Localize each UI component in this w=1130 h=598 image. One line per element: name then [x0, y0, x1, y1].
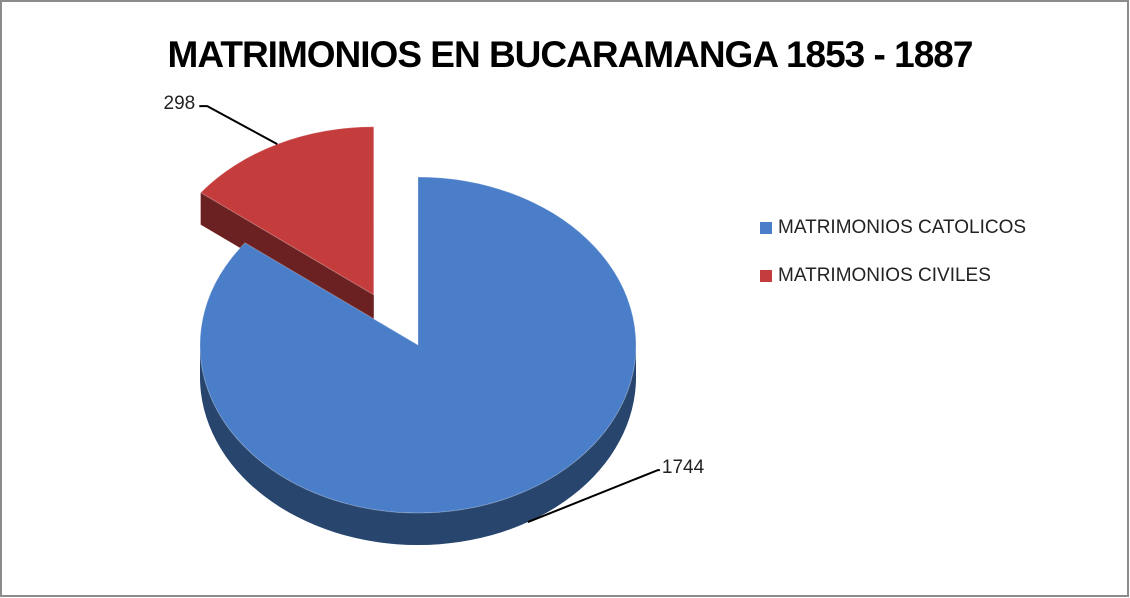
- data-label: 298: [164, 93, 196, 114]
- slice: [199, 126, 375, 296]
- leader-line: [199, 105, 278, 146]
- legend-label: MATRIMONIOS CATOLICOS: [778, 217, 1026, 238]
- chart-title: MATRIMONIOS EN BUCARAMANGA 1853 - 1887: [167, 34, 974, 75]
- data-label: 1744: [662, 457, 705, 478]
- legend-label: MATRIMONIOS CIVILES: [778, 265, 991, 286]
- slice-side: [200, 345, 636, 545]
- slice-side: [200, 192, 374, 327]
- legend-swatch: [760, 270, 772, 282]
- slice-side-shade: [200, 192, 374, 327]
- leader-line: [527, 469, 660, 524]
- slice-side-shade: [200, 345, 636, 545]
- legend-swatch: [760, 222, 772, 234]
- slice: [199, 176, 637, 514]
